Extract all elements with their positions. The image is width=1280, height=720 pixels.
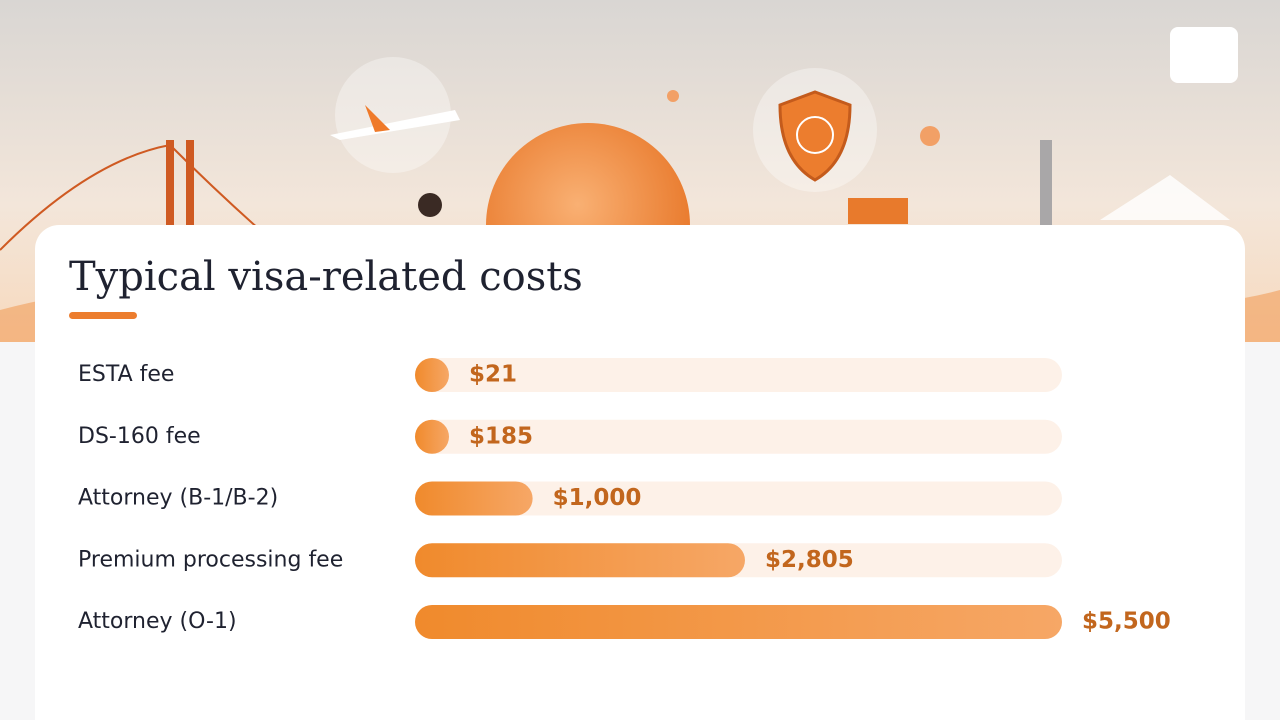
bar-track xyxy=(415,419,1062,454)
category-label: Attorney (O-1) xyxy=(78,609,237,634)
value-label: $185 xyxy=(469,423,533,449)
category-label: ESTA fee xyxy=(78,362,174,387)
bar-track xyxy=(415,481,1062,516)
bar xyxy=(415,605,1062,639)
value-label: $1,000 xyxy=(553,485,642,511)
card xyxy=(35,225,1245,720)
bar-track xyxy=(415,358,1062,392)
category-label: Attorney (B-1/B-2) xyxy=(78,486,278,511)
value-label: $5,500 xyxy=(1082,609,1171,635)
chart-title: Typical visa-related costs xyxy=(69,254,583,300)
logo-box xyxy=(1170,27,1238,83)
bar xyxy=(415,358,449,392)
title-underline xyxy=(69,312,137,319)
bar xyxy=(415,419,449,454)
value-label: $21 xyxy=(469,362,517,388)
category-label: Premium processing fee xyxy=(78,547,343,572)
bar xyxy=(415,543,745,578)
value-label: $2,805 xyxy=(765,547,854,573)
category-label: DS-160 fee xyxy=(78,424,201,449)
bar xyxy=(415,481,533,516)
